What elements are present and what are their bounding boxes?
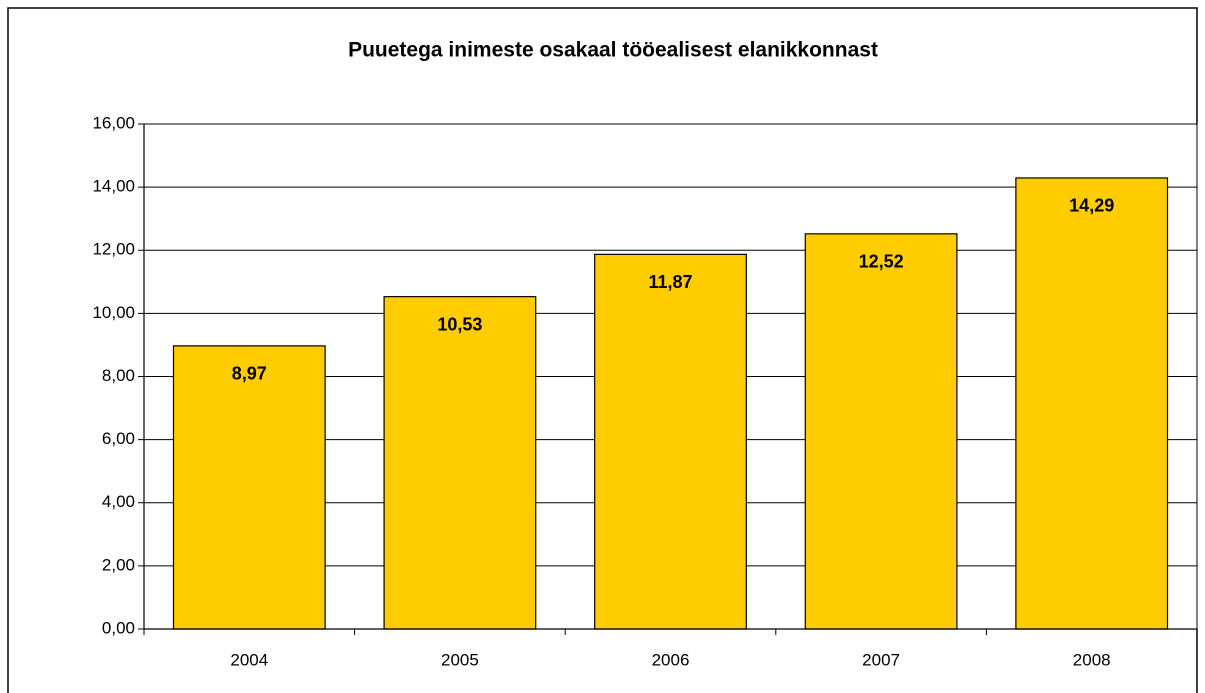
value-label: 14,29 [1069, 196, 1114, 216]
y-tick-label: 16,00 [92, 113, 135, 132]
y-tick-label: 10,00 [92, 303, 135, 322]
bar [594, 253, 747, 630]
y-tick-label: 8,00 [102, 366, 135, 385]
chart-title: Puuetega inimeste osakaal tööealisest el… [348, 39, 878, 62]
x-tick-label: 2007 [862, 650, 900, 669]
bar [383, 296, 537, 630]
x-tick-label: 2005 [441, 650, 479, 669]
value-label: 12,52 [859, 252, 904, 272]
y-tick-label: 14,00 [92, 177, 135, 196]
bar [172, 345, 326, 630]
x-tick-label: 2006 [652, 650, 690, 669]
bar [1015, 177, 1169, 630]
value-label: 8,97 [232, 364, 267, 384]
bar [804, 233, 958, 630]
y-tick-label: 4,00 [102, 492, 135, 511]
y-tick-label: 2,00 [102, 555, 135, 574]
y-tick-label: 12,00 [92, 240, 135, 259]
x-tick-label: 2008 [1073, 650, 1111, 669]
x-tick-label: 2004 [230, 650, 268, 669]
value-label: 11,87 [648, 272, 692, 292]
y-tick-label: 6,00 [102, 429, 135, 448]
value-label: 10,53 [437, 314, 482, 334]
y-tick-label: 0,00 [102, 618, 135, 637]
